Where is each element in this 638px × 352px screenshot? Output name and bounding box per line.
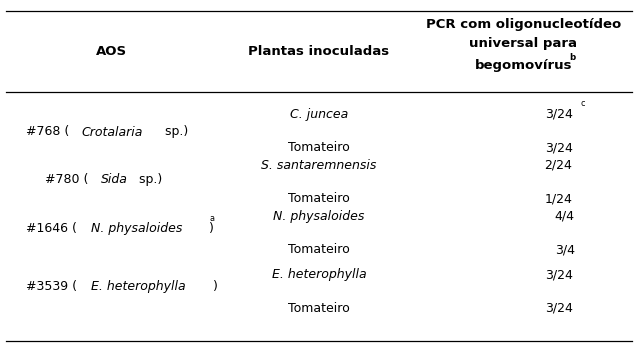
- Text: N. physaloides: N. physaloides: [273, 210, 365, 223]
- Text: AOS: AOS: [96, 45, 127, 57]
- Text: 3/24: 3/24: [545, 108, 572, 121]
- Text: 3/4: 3/4: [555, 244, 575, 256]
- Text: c: c: [581, 99, 585, 108]
- Text: b: b: [569, 53, 575, 62]
- Text: Tomateiro: Tomateiro: [288, 193, 350, 205]
- Text: 1/24: 1/24: [545, 193, 572, 205]
- Text: Tomateiro: Tomateiro: [288, 244, 350, 256]
- Text: Crotalaria: Crotalaria: [81, 126, 143, 138]
- Text: Plantas inoculadas: Plantas inoculadas: [248, 45, 390, 57]
- Text: universal para: universal para: [469, 38, 577, 50]
- Text: sp.): sp.): [161, 126, 188, 138]
- Text: ): ): [209, 222, 214, 235]
- Text: 3/24: 3/24: [545, 268, 572, 281]
- Text: ): ): [214, 281, 218, 293]
- Text: Tomateiro: Tomateiro: [288, 142, 350, 154]
- Text: a: a: [209, 214, 214, 223]
- Text: #3539 (: #3539 (: [26, 281, 77, 293]
- Text: E. heterophylla: E. heterophylla: [91, 281, 186, 293]
- Text: Tomateiro: Tomateiro: [288, 302, 350, 314]
- Text: S. santaremnensis: S. santaremnensis: [262, 159, 376, 172]
- Text: #1646 (: #1646 (: [26, 222, 77, 235]
- Text: Sida: Sida: [101, 173, 128, 186]
- Text: 2/24: 2/24: [545, 159, 572, 172]
- Text: C. juncea: C. juncea: [290, 108, 348, 121]
- Text: N. physaloides: N. physaloides: [91, 222, 182, 235]
- Text: begomovírus: begomovírus: [475, 59, 572, 71]
- Text: #768 (: #768 (: [26, 126, 69, 138]
- Text: PCR com oligonucleotídeo: PCR com oligonucleotídeo: [426, 18, 621, 31]
- Text: 4/4: 4/4: [555, 210, 575, 223]
- Text: #780 (: #780 (: [45, 173, 88, 186]
- Text: 3/24: 3/24: [545, 142, 572, 154]
- Text: 3/24: 3/24: [545, 302, 572, 314]
- Text: E. heterophylla: E. heterophylla: [272, 268, 366, 281]
- Text: sp.): sp.): [135, 173, 163, 186]
